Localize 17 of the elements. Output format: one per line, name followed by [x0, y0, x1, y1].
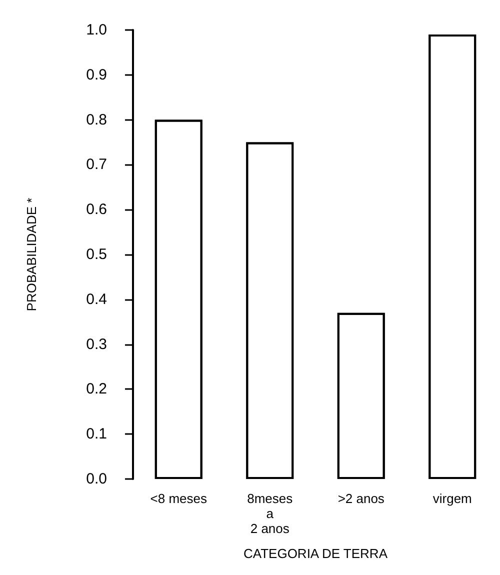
y-tick-label: 0.4 — [86, 290, 107, 308]
x-tick-label: virgem — [432, 491, 472, 506]
y-tick-label: 0.6 — [86, 201, 107, 218]
y-tick-label: 0.8 — [86, 111, 107, 128]
y-tick-label: 0.0 — [86, 470, 107, 488]
x-tick-label: <8 meses — [150, 491, 208, 506]
x-tick-label: 8meses a 2 anos — [247, 491, 294, 536]
y-tick-label: 0.2 — [86, 380, 107, 398]
y-tick-label: 0.7 — [86, 156, 107, 174]
y-tick-label: 1.0 — [86, 22, 107, 38]
y-axis-title: PROBABILIDADE * — [24, 198, 39, 312]
y-tick-label: 0.9 — [86, 66, 107, 84]
y-tick-label: 0.3 — [86, 336, 107, 353]
y-tick-label: 0.5 — [86, 246, 107, 263]
x-tick-label: >2 anos — [338, 491, 385, 506]
y-tick-label: 0.1 — [86, 426, 107, 443]
x-axis-title: CATEGORIA DE TERRA — [244, 546, 388, 561]
